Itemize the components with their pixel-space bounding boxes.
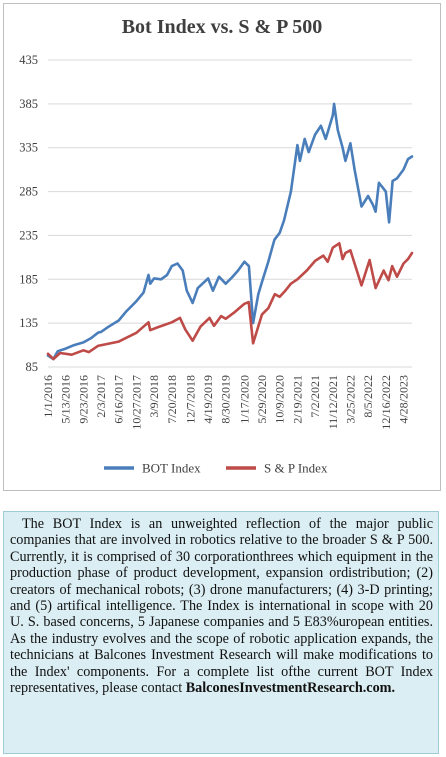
y-tick-label: 85 — [26, 360, 39, 374]
x-tick-label: 1/17/2020 — [237, 375, 251, 424]
y-tick-label: 435 — [19, 53, 38, 67]
x-tick-label: 12/7/2018 — [183, 375, 197, 424]
x-tick-label: 6/16/2017 — [112, 375, 126, 424]
x-tick-label: 8/30/2019 — [219, 375, 233, 424]
x-tick-label: 12/16/2022 — [379, 375, 393, 430]
x-tick-label: 5/29/2020 — [255, 375, 269, 424]
x-tick-label: 8/5/2022 — [361, 375, 375, 418]
legend: BOT Index S & P Index — [104, 461, 328, 476]
x-axis-tick-labels: 1/1/2016 5/13/2016 9/23/2016 2/3/2017 6/16/2… — [41, 375, 410, 430]
series-lines — [46, 102, 414, 361]
legend-label: BOT Index — [142, 461, 201, 476]
description-note: The BOT Index is an unweighted reflectio… — [3, 511, 439, 754]
x-tick-label: 7/2/2021 — [308, 375, 322, 418]
note-text: The BOT Index is an unweighted reflectio… — [10, 516, 433, 697]
x-tick-label: 10/27/2017 — [129, 375, 143, 430]
line-chart: Bot Index vs. S & P 500 85 135 185 235 285 33… — [19, 16, 414, 476]
chart-title: Bot Index vs. S & P 500 — [122, 16, 323, 38]
x-tick-label: 3/25/2022 — [343, 375, 357, 424]
chart-frame: Bot Index vs. S & P 500 85 135 185 235 285 33… — [3, 3, 441, 491]
x-tick-label: 9/23/2016 — [76, 375, 90, 424]
x-tick-label: 2/3/2017 — [94, 375, 108, 418]
y-tick-label: 185 — [19, 272, 38, 286]
y-axis-tick-labels: 85 135 185 235 285 335 385 435 — [19, 53, 38, 374]
x-tick-label: 7/20/2018 — [165, 375, 179, 424]
x-tick-label: 2/19/2021 — [290, 375, 304, 424]
gridlines — [48, 59, 412, 368]
x-tick-label: 10/9/2020 — [273, 375, 287, 424]
x-tick-label: 1/1/2016 — [41, 375, 55, 418]
x-tick-label: 4/28/2023 — [396, 375, 410, 424]
y-tick-label: 285 — [19, 185, 38, 199]
x-tick-label: 11/12/2021 — [326, 375, 340, 429]
y-tick-label: 335 — [19, 141, 38, 155]
contact-link[interactable]: BalconesInvestmentResearch.com. — [185, 680, 396, 697]
x-tick-label: 5/13/2016 — [59, 375, 73, 424]
series-line-bot-index — [46, 102, 414, 361]
y-tick-label: 135 — [19, 316, 38, 330]
legend-label: S & P Index — [264, 461, 328, 476]
x-tick-label: 4/19/2019 — [201, 375, 215, 424]
y-tick-label: 385 — [19, 97, 38, 111]
y-tick-label: 235 — [19, 228, 38, 242]
x-tick-label: 3/9/2018 — [147, 375, 161, 418]
series-line-sp-index — [46, 242, 414, 361]
